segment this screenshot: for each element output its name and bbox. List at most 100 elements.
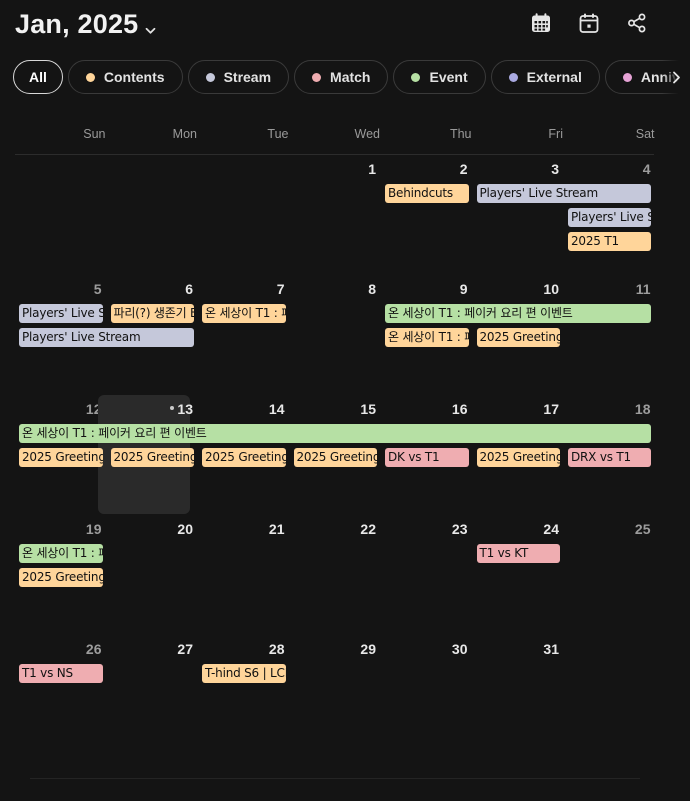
day-cell-18[interactable]: 18 <box>571 401 651 417</box>
day-cell-5[interactable]: 5 <box>22 281 102 297</box>
chevron-down-icon <box>145 11 156 42</box>
day-number: 20 <box>177 521 193 537</box>
day-number: 21 <box>268 521 285 537</box>
share-icon[interactable] <box>624 10 650 36</box>
day-number: 24 <box>543 521 559 537</box>
event-match[interactable]: DRX vs T1 <box>568 448 651 467</box>
event-event[interactable]: 온 세상이 T1 : 페이커 요리 편 이벤트 <box>385 304 651 323</box>
day-number: 27 <box>177 641 193 657</box>
category-dot-icon <box>312 72 322 82</box>
event-contents[interactable]: 2025 Greetings <box>19 448 103 467</box>
day-cell-11[interactable]: 11 <box>571 281 651 297</box>
calendar-day-icon[interactable] <box>576 10 602 36</box>
day-number: 15 <box>360 401 376 417</box>
day-cell-23[interactable]: 23 <box>388 521 468 537</box>
day-cell-17[interactable]: 17 <box>479 401 559 417</box>
day-number: 31 <box>543 641 559 657</box>
category-dot-icon <box>411 72 421 82</box>
day-cell-7[interactable]: 7 <box>205 281 285 297</box>
day-cell-25[interactable]: 25 <box>571 521 651 537</box>
event-stream[interactable]: Players' Live Stream <box>19 328 194 347</box>
day-cell-29[interactable]: 29 <box>296 641 376 657</box>
day-number: 22 <box>360 521 376 537</box>
day-cell-10[interactable]: 10 <box>479 281 559 297</box>
event-stream[interactable]: Players' Live Stream <box>19 304 103 323</box>
day-cell-8[interactable]: 8 <box>296 281 376 297</box>
event-event[interactable]: 온 세상이 T1 : 페이커 요리 편 이벤트 <box>19 544 103 563</box>
weekday-header-thu: Thu <box>449 127 472 141</box>
day-number: 19 <box>85 521 102 537</box>
day-number: 14 <box>268 401 285 417</box>
event-contents[interactable]: 2025 T1 <box>568 232 651 251</box>
day-number: 7 <box>276 281 285 297</box>
filter-chip-label: Contents <box>103 69 165 85</box>
event-contents[interactable]: 온 세상이 T1 : 페이커 요리 편 <box>385 328 469 347</box>
day-number: 2 <box>459 161 468 177</box>
filter-chip-external[interactable]: External <box>490 60 600 94</box>
event-stream[interactable]: Players' Live Stream <box>568 208 651 227</box>
day-cell-16[interactable]: 16 <box>388 401 468 417</box>
day-cell-31[interactable]: 31 <box>479 641 559 657</box>
day-cell-21[interactable]: 21 <box>205 521 285 537</box>
filter-chip-all[interactable]: All <box>13 60 63 94</box>
event-contents[interactable]: 2025 Greetings <box>293 448 377 467</box>
day-cell-27[interactable]: 27 <box>113 641 193 657</box>
day-cell-28[interactable]: 28 <box>205 641 285 657</box>
event-contents[interactable]: 온 세상이 T1 : 페이커 요리 편 <box>202 304 286 323</box>
event-contents[interactable]: 2025 Greetings <box>476 448 560 467</box>
filter-chip-event[interactable]: Event <box>393 60 486 94</box>
weekday-header-mon: Mon <box>172 127 197 141</box>
filter-chip-label: External <box>526 69 582 85</box>
event-contents[interactable]: 2025 Greetings <box>202 448 286 467</box>
calendar-grid-icon[interactable] <box>528 10 554 36</box>
day-cell-14[interactable]: 14 <box>205 401 285 417</box>
day-number: 6 <box>185 281 193 297</box>
day-number: 16 <box>451 401 468 417</box>
day-number: 25 <box>634 521 651 537</box>
weekday-header-fri: Fri <box>548 127 563 141</box>
category-dot-icon <box>508 72 518 82</box>
filter-chip-label: All <box>29 69 47 85</box>
filter-chip-match[interactable]: Match <box>294 60 389 94</box>
day-cell-12[interactable]: 12 <box>22 401 102 417</box>
day-number: 30 <box>451 641 468 657</box>
filter-chip-stream[interactable]: Stream <box>187 60 290 94</box>
day-cell-19[interactable]: 19 <box>22 521 102 537</box>
day-cell-30[interactable]: 30 <box>388 641 468 657</box>
filter-chip-contents[interactable]: Contents <box>67 60 183 94</box>
day-cell-26[interactable]: 26 <box>22 641 102 657</box>
day-cell-22[interactable]: 22 <box>296 521 376 537</box>
event-contents[interactable]: 2025 Greetings <box>19 568 103 587</box>
day-number: 11 <box>635 281 651 297</box>
event-event[interactable]: 온 세상이 T1 : 페이커 요리 편 이벤트 <box>19 424 651 443</box>
day-cell-2[interactable]: 2 <box>388 161 468 177</box>
day-cell-6[interactable]: 6 <box>113 281 193 297</box>
day-cell-20[interactable]: 20 <box>113 521 193 537</box>
day-cell-9[interactable]: 9 <box>388 281 468 297</box>
event-contents[interactable]: Behindcuts <box>385 184 469 203</box>
filter-chip-label: Match <box>330 69 371 85</box>
day-cell-15[interactable]: 15 <box>296 401 376 417</box>
event-contents[interactable]: 파리(?) 생존기 EP <box>110 304 194 323</box>
header-divider <box>15 154 654 155</box>
event-contents[interactable]: T-hind S6 | LCK <box>202 664 286 683</box>
event-match[interactable]: T1 vs NS <box>19 664 103 683</box>
day-cell-1[interactable]: 1 <box>296 161 376 177</box>
filter-chip-label: Stream <box>223 69 272 85</box>
event-contents[interactable]: 2025 Greetings <box>476 328 560 347</box>
event-stream[interactable]: Players' Live Stream <box>476 184 651 203</box>
day-number: 5 <box>93 281 102 297</box>
event-match[interactable]: DK vs T1 <box>385 448 469 467</box>
day-cell-3[interactable]: 3 <box>479 161 559 177</box>
day-cell-13[interactable]: 13 <box>113 401 193 417</box>
event-match[interactable]: T1 vs KT <box>476 544 560 563</box>
chevron-right-icon[interactable] <box>662 60 690 94</box>
day-number: 23 <box>451 521 468 537</box>
day-cell-4[interactable]: 4 <box>571 161 651 177</box>
category-dot-icon <box>622 72 632 82</box>
event-contents[interactable]: 2025 Greetings <box>110 448 194 467</box>
weekday-header-tue: Tue <box>267 127 289 141</box>
month-selector[interactable]: Jan, 2025 <box>15 7 156 42</box>
day-number: 9 <box>459 281 468 297</box>
day-cell-24[interactable]: 24 <box>479 521 559 537</box>
